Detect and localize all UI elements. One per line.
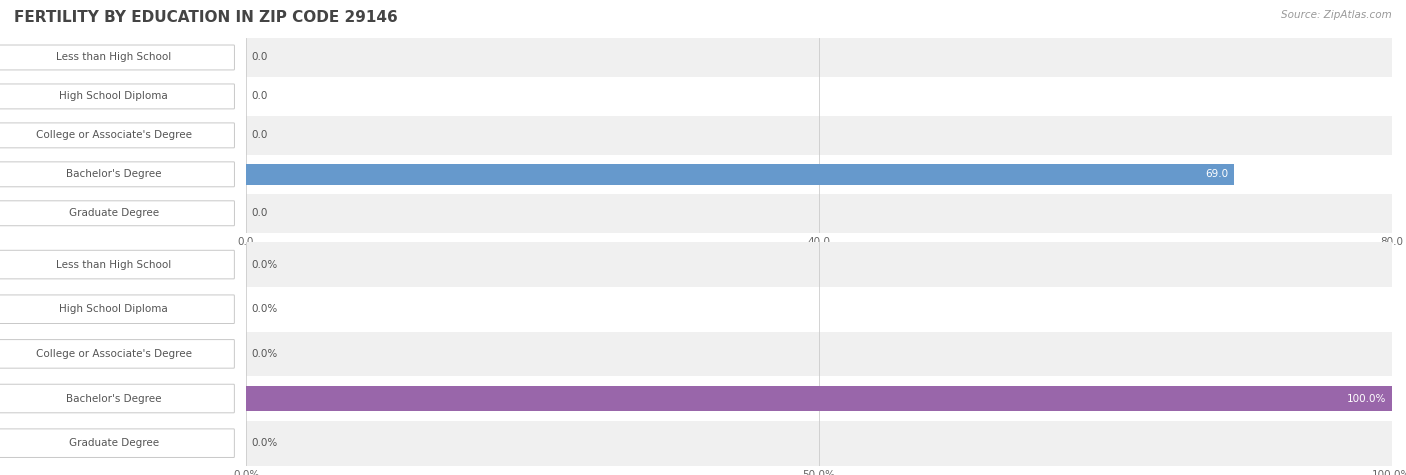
Bar	[246, 38, 1392, 77]
Text: 0.0%: 0.0%	[252, 438, 278, 448]
Text: FERTILITY BY EDUCATION IN ZIP CODE 29146: FERTILITY BY EDUCATION IN ZIP CODE 29146	[14, 10, 398, 25]
Text: High School Diploma: High School Diploma	[59, 91, 169, 102]
FancyBboxPatch shape	[0, 250, 235, 279]
Text: 0.0%: 0.0%	[252, 259, 278, 270]
Text: Bachelor's Degree: Bachelor's Degree	[66, 393, 162, 404]
Bar	[246, 194, 1392, 233]
Text: High School Diploma: High School Diploma	[59, 304, 169, 314]
FancyBboxPatch shape	[0, 340, 235, 368]
FancyBboxPatch shape	[0, 45, 235, 70]
Text: Less than High School: Less than High School	[56, 259, 172, 270]
FancyBboxPatch shape	[0, 429, 235, 457]
Text: Less than High School: Less than High School	[56, 52, 172, 63]
Text: 0.0: 0.0	[252, 208, 269, 219]
Text: Graduate Degree: Graduate Degree	[69, 438, 159, 448]
Bar	[246, 386, 1392, 411]
Text: 0.0%: 0.0%	[252, 349, 278, 359]
Text: 69.0: 69.0	[1205, 169, 1229, 180]
Text: Graduate Degree: Graduate Degree	[69, 208, 159, 219]
FancyBboxPatch shape	[0, 162, 235, 187]
Text: College or Associate's Degree: College or Associate's Degree	[35, 130, 191, 141]
FancyBboxPatch shape	[0, 84, 235, 109]
Bar	[246, 155, 1392, 194]
Text: 100.0%: 100.0%	[1347, 393, 1386, 404]
FancyBboxPatch shape	[0, 295, 235, 323]
Text: Bachelor's Degree: Bachelor's Degree	[66, 169, 162, 180]
Text: Source: ZipAtlas.com: Source: ZipAtlas.com	[1281, 10, 1392, 19]
Bar	[246, 242, 1392, 287]
Text: 0.0: 0.0	[252, 91, 269, 102]
Text: 0.0%: 0.0%	[252, 304, 278, 314]
Bar	[246, 376, 1392, 421]
FancyBboxPatch shape	[0, 123, 235, 148]
FancyBboxPatch shape	[0, 384, 235, 413]
Text: College or Associate's Degree: College or Associate's Degree	[35, 349, 191, 359]
FancyBboxPatch shape	[0, 201, 235, 226]
Bar	[246, 163, 1234, 185]
Bar	[246, 77, 1392, 116]
Bar	[246, 421, 1392, 466]
Text: 0.0: 0.0	[252, 52, 269, 63]
Bar	[246, 116, 1392, 155]
Text: 0.0: 0.0	[252, 130, 269, 141]
Bar	[246, 287, 1392, 332]
Bar	[246, 332, 1392, 376]
